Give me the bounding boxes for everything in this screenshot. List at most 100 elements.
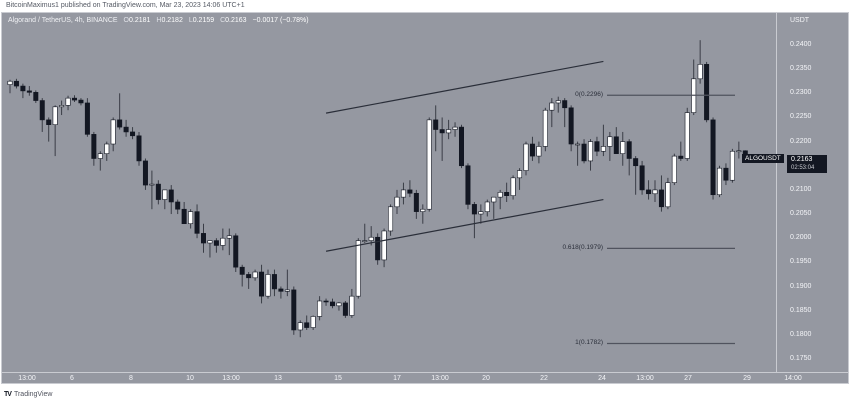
high-label: H — [156, 17, 162, 24]
candle-up — [684, 112, 690, 159]
candle-up — [297, 322, 303, 331]
publisher-line: BitcoinMaximus1 published on TradingView… — [6, 2, 245, 9]
candle-down — [633, 158, 639, 167]
candle-up — [220, 237, 226, 246]
fib-level-label: 1(0.1782) — [575, 339, 603, 347]
candle-up — [362, 240, 368, 242]
candle-down — [458, 126, 464, 167]
candle-up — [729, 150, 735, 181]
candle-down — [91, 134, 97, 159]
candle-down — [613, 136, 619, 154]
price-tick: 0.2200 — [790, 137, 812, 145]
candle-up — [65, 97, 71, 106]
candle-up — [252, 271, 258, 279]
candle-down — [568, 107, 574, 145]
candle-up — [284, 289, 290, 292]
candle-down — [181, 208, 187, 225]
candle-up — [542, 109, 548, 147]
candle-up — [452, 126, 458, 130]
price-axis-unit: USDT — [790, 17, 810, 24]
symbol-tag: ALGOUSDT — [742, 154, 784, 163]
candle-up — [536, 146, 542, 157]
price-tick: 0.2250 — [790, 113, 812, 121]
candle-up — [400, 189, 406, 198]
candle-up — [110, 119, 116, 145]
tradingview-brand[interactable]: TV TradingView — [4, 391, 52, 398]
time-tick: 27 — [684, 375, 692, 382]
close-label: C — [220, 17, 226, 24]
time-tick: 13:00 — [222, 375, 240, 382]
candle-up — [510, 177, 516, 196]
candle-up — [336, 302, 342, 307]
candle-down — [471, 204, 477, 215]
candle-down — [304, 322, 310, 328]
candle-down — [562, 100, 568, 109]
candle-down — [710, 119, 716, 196]
candle-down — [646, 189, 652, 195]
price-tick: 0.2000 — [790, 234, 812, 242]
candle-down — [278, 288, 284, 292]
candle-up — [207, 240, 213, 244]
candle-up — [697, 64, 703, 80]
time-tick: 15 — [334, 375, 342, 382]
candle-up — [426, 119, 432, 210]
candle-down — [259, 271, 265, 297]
candle-up — [446, 129, 452, 134]
candle-up — [652, 189, 658, 195]
price-tick: 0.1750 — [790, 354, 812, 362]
candle-up — [478, 211, 484, 215]
candle-up — [226, 235, 232, 239]
candle-up — [671, 155, 677, 183]
candle-down — [26, 90, 32, 93]
low-value: 0.2159 — [192, 17, 215, 24]
candle-down — [658, 189, 664, 208]
close-value: 0.2163 — [225, 17, 247, 24]
candle-up — [420, 208, 426, 212]
symbol-title[interactable]: Algorand / TetherUS, 4h, BINANCE — [8, 17, 118, 24]
candle-up — [716, 167, 722, 196]
candle-down — [39, 100, 45, 121]
time-tick: 10 — [186, 375, 194, 382]
channel-upper-line[interactable] — [325, 60, 604, 114]
candle-up — [162, 189, 168, 200]
candle-up — [600, 146, 606, 152]
candle-down — [123, 126, 129, 133]
candle-down — [33, 92, 39, 101]
change-value: −0.0017 (−0.78%) — [252, 17, 309, 24]
candle-down — [194, 211, 200, 234]
candle-up — [355, 240, 361, 297]
candle-up — [59, 105, 65, 108]
open-value: 0.2181 — [129, 17, 151, 24]
price-tick: 0.2300 — [790, 89, 812, 97]
candle-down — [20, 85, 26, 92]
price-axis[interactable] — [776, 12, 850, 372]
candle-up — [317, 300, 323, 317]
price-tick: 0.2100 — [790, 185, 812, 193]
candle-down — [155, 183, 161, 200]
candle-down — [168, 189, 174, 203]
channel-lower-line[interactable] — [325, 198, 604, 252]
candle-up — [310, 316, 316, 328]
candle-up — [620, 141, 626, 154]
time-axis[interactable] — [1, 372, 849, 385]
candle-up — [52, 106, 58, 125]
candle-up — [575, 143, 581, 146]
high-value: 0.2182 — [161, 17, 183, 24]
price-tick: 0.2350 — [790, 65, 812, 73]
candle-down — [78, 99, 84, 104]
candle-down — [175, 201, 181, 210]
candle-down — [581, 143, 587, 162]
time-tick: 6 — [70, 375, 74, 382]
candle-down — [433, 119, 439, 130]
candle-up — [104, 143, 110, 154]
candle-down — [239, 266, 245, 275]
candle-up — [523, 143, 529, 171]
fib-level-label: 0(0.2296) — [575, 91, 603, 99]
candle-up — [587, 141, 593, 162]
candle-down — [13, 80, 19, 87]
candle-up — [484, 201, 490, 212]
candle-up — [7, 80, 13, 85]
candle-down — [407, 189, 413, 194]
tradingview-logo-icon: TV — [4, 391, 12, 398]
